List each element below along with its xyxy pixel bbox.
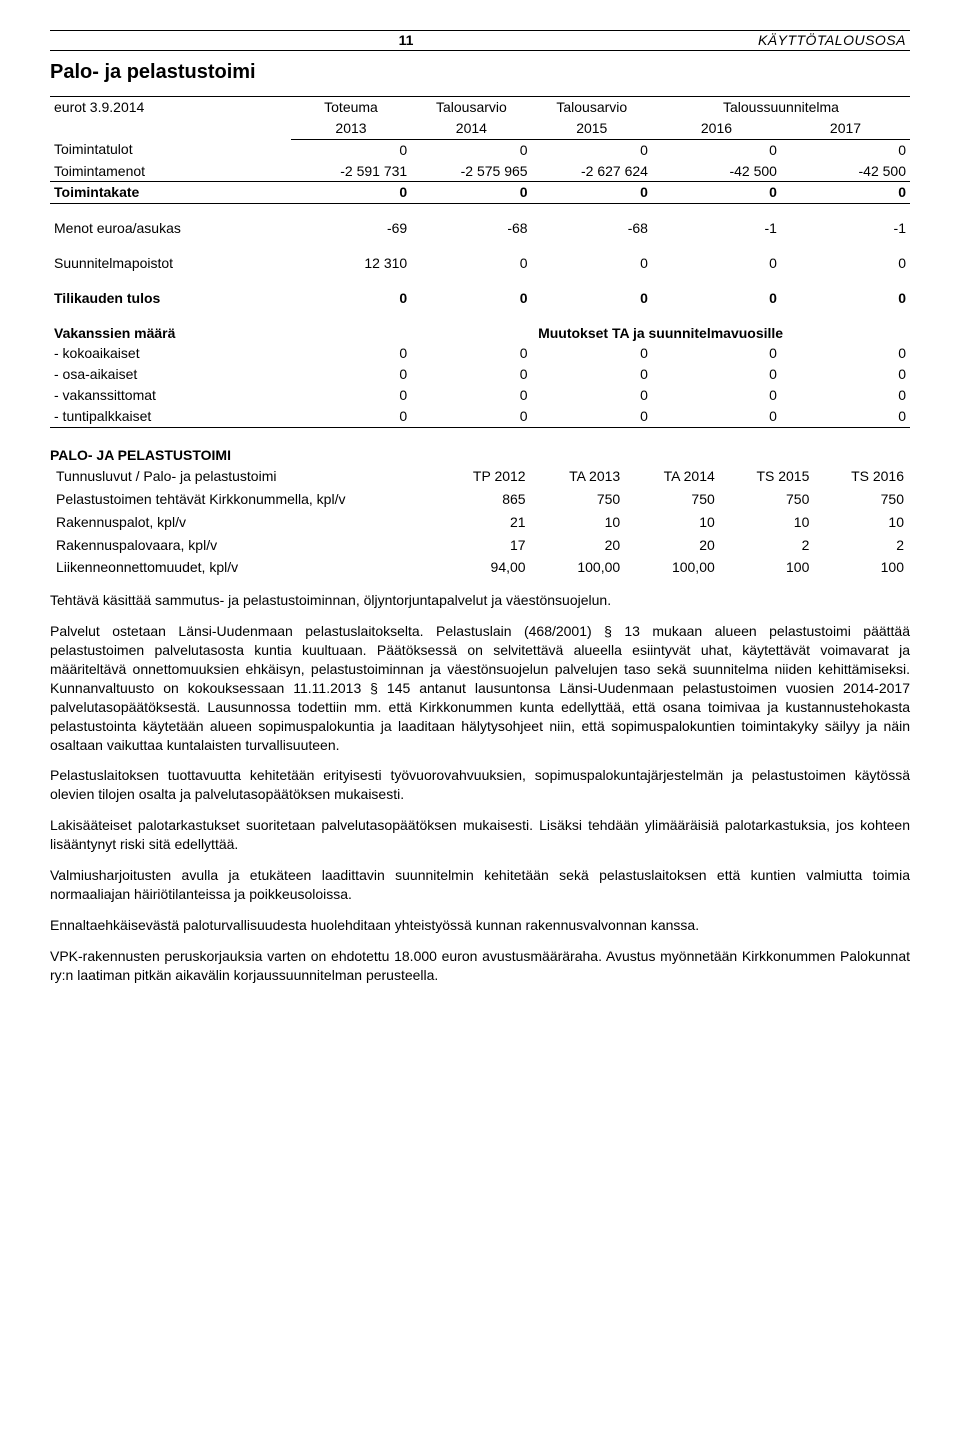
table-row: Suunnitelmapoistot 12 310 0 0 0 0 xyxy=(50,253,910,274)
body-paragraph: Ennaltaehkäisevästä paloturvallisuudesta… xyxy=(50,916,910,935)
fin-row-header: eurot 3.9.2014 xyxy=(50,96,291,139)
page-title: Palo- ja pelastustoimi xyxy=(50,59,910,86)
financial-table: eurot 3.9.2014 Toteuma Talousarvio Talou… xyxy=(50,96,910,428)
table-row: Rakennuspalovaara, kpl/v 17 20 20 2 2 xyxy=(50,534,910,557)
body-paragraph: Lakisääteiset palotarkastukset suoriteta… xyxy=(50,816,910,854)
body-paragraph: Valmiusharjoitusten avulla ja etukäteen … xyxy=(50,866,910,904)
table-row: Menot euroa/asukas -69 -68 -68 -1 -1 xyxy=(50,218,910,239)
body-paragraph: Tehtävä käsittää sammutus- ja pelastusto… xyxy=(50,591,910,610)
page-number: 11 xyxy=(399,31,414,50)
fin-year: 2015 xyxy=(532,118,652,139)
fin-year: 2017 xyxy=(781,118,910,139)
body-paragraph: Palvelut ostetaan Länsi-Uudenmaan pelast… xyxy=(50,622,910,754)
kpi-col: TS 2015 xyxy=(721,465,816,488)
table-row: - osa-aikaiset 0 0 0 0 0 xyxy=(50,364,910,385)
table-row: Rakennuspalot, kpl/v 21 10 10 10 10 xyxy=(50,511,910,534)
table-row: Toimintamenot -2 591 731 -2 575 965 -2 6… xyxy=(50,161,910,182)
table-row: Toimintakate 0 0 0 0 0 xyxy=(50,182,910,204)
fin-col-head: Taloussuunnitelma xyxy=(652,96,910,117)
table-row: Tilikauden tulos 0 0 0 0 0 xyxy=(50,288,910,309)
kpi-col: TA 2014 xyxy=(626,465,721,488)
body-paragraph: VPK-rakennusten peruskorjauksia varten o… xyxy=(50,947,910,985)
fin-col-head: Talousarvio xyxy=(411,96,531,117)
fin-col-head: Toteuma xyxy=(291,96,411,117)
body-paragraph: Pelastuslaitoksen tuottavuutta kehitetää… xyxy=(50,766,910,804)
table-row: Pelastustoimen tehtävät Kirkkonummella, … xyxy=(50,488,910,511)
kpi-heading-2: Tunnusluvut / Palo- ja pelastustoimi xyxy=(50,465,437,488)
table-row: - vakanssittomat 0 0 0 0 0 xyxy=(50,385,910,406)
table-row: - kokoaikaiset 0 0 0 0 0 xyxy=(50,343,910,364)
fin-year: 2016 xyxy=(652,118,781,139)
table-row: - tuntipalkkaiset 0 0 0 0 0 xyxy=(50,406,910,427)
section-label: KÄYTTÖTALOUSOSA xyxy=(758,31,906,50)
kpi-heading-1: PALO- JA PELASTUSTOIMI xyxy=(50,446,910,465)
kpi-col: TS 2016 xyxy=(815,465,910,488)
fin-year: 2014 xyxy=(411,118,531,139)
fin-col-head: Talousarvio xyxy=(532,96,652,117)
muutokset-label: Muutokset TA ja suunnitelmavuosille xyxy=(411,323,910,344)
kpi-col: TA 2013 xyxy=(532,465,627,488)
kpi-table: Tunnusluvut / Palo- ja pelastustoimi TP … xyxy=(50,465,910,579)
kpi-col: TP 2012 xyxy=(437,465,532,488)
page-header: 11 KÄYTTÖTALOUSOSA xyxy=(50,30,910,51)
fin-year: 2013 xyxy=(291,118,411,139)
vakanssien-header: Vakanssien määrä Muutokset TA ja suunnit… xyxy=(50,323,910,344)
table-row: Toimintatulot 0 0 0 0 0 xyxy=(50,139,910,160)
table-row: Liikenneonnettomuudet, kpl/v 94,00 100,0… xyxy=(50,556,910,579)
